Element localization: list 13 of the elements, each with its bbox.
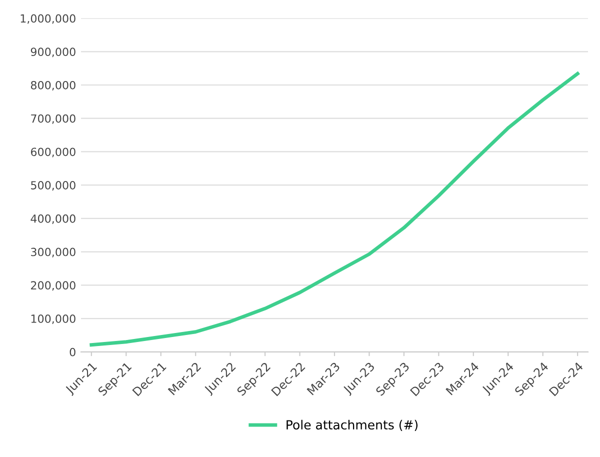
- y-tick-label: 600,000: [30, 148, 76, 158]
- y-tick-label: 0: [70, 348, 76, 356]
- y-tick-label: 400,000: [30, 214, 76, 224]
- y-tick-label: 500,000: [31, 181, 76, 191]
- legend-label: Pole attachments (#): [286, 420, 418, 431]
- y-tick-label: 100,000: [31, 314, 76, 324]
- y-tick-label: 800,000: [30, 80, 76, 91]
- y-tick-label: 1,000,000: [20, 14, 76, 24]
- y-tick-label: 300,000: [31, 248, 76, 258]
- y-tick-label: 900,000: [30, 48, 76, 58]
- y-tick-label: 200,000: [31, 281, 76, 291]
- line-series: [90, 72, 580, 347]
- y-tick-label: 700,000: [31, 114, 76, 124]
